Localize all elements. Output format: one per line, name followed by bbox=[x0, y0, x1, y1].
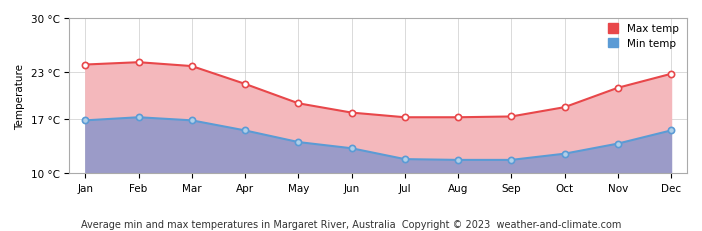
Text: Average min and max temperatures in Margaret River, Australia  Copyright © 2023 : Average min and max temperatures in Marg… bbox=[81, 219, 621, 229]
Y-axis label: Temperature: Temperature bbox=[15, 63, 25, 129]
Legend: Max temp, Min temp: Max temp, Min temp bbox=[605, 21, 682, 52]
